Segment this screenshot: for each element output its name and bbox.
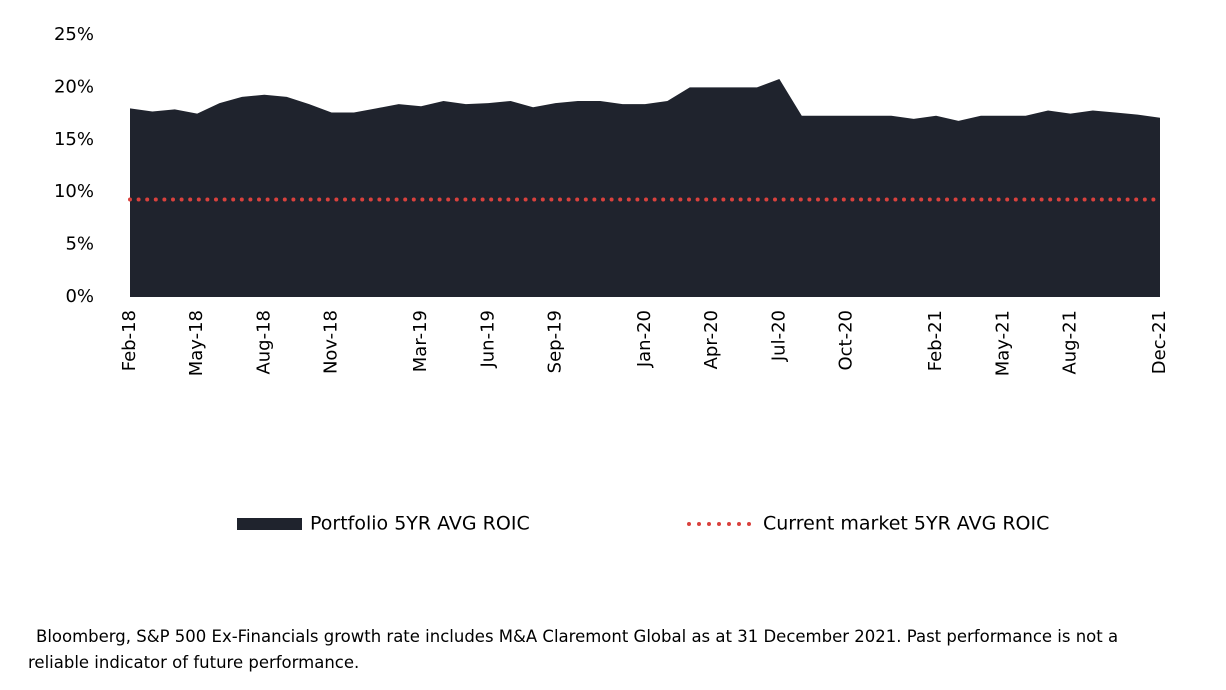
x-tick-label: Nov-18 (321, 310, 342, 374)
x-tick-label: Jul-20 (768, 310, 789, 362)
x-tick-label: May-21 (992, 310, 1013, 376)
y-tick-label: 10% (54, 181, 94, 202)
x-tick-label: Feb-18 (119, 310, 140, 371)
x-tick-label: Mar-19 (410, 310, 431, 372)
x-tick-label: Apr-20 (701, 310, 722, 369)
y-tick-label: 0% (65, 286, 94, 307)
x-tick-label: May-18 (186, 310, 207, 376)
x-tick-label: Aug-21 (1059, 310, 1080, 375)
y-tick-label: 25% (54, 24, 94, 45)
area (130, 79, 1160, 298)
legend-label: Portfolio 5YR AVG ROIC (310, 513, 530, 535)
x-tick-label: Oct-20 (836, 310, 857, 371)
chart: 0% 5% 10% 15% 20% 25% Feb-18 May-18 Aug-18 Nov-18… (54, 24, 1170, 535)
legend-swatch (237, 518, 302, 530)
x-tick-label: Sep-19 (544, 310, 565, 373)
x-tick-label: Feb-21 (925, 310, 946, 371)
x-tick-label: Jan-20 (634, 310, 655, 368)
x-tick-label: Aug-18 (253, 310, 274, 375)
y-tick-label: 5% (65, 234, 94, 255)
y-tick-label: 20% (54, 76, 94, 97)
legend-label: Current market 5YR AVG ROIC (763, 513, 1049, 535)
footnote: Bloomberg, S&P 500 Ex-Financials growth … (28, 627, 1119, 672)
x-tick-label: Dec-21 (1149, 310, 1170, 374)
x-tick-label: Jun-19 (477, 310, 498, 369)
y-tick-label: 15% (54, 129, 94, 150)
